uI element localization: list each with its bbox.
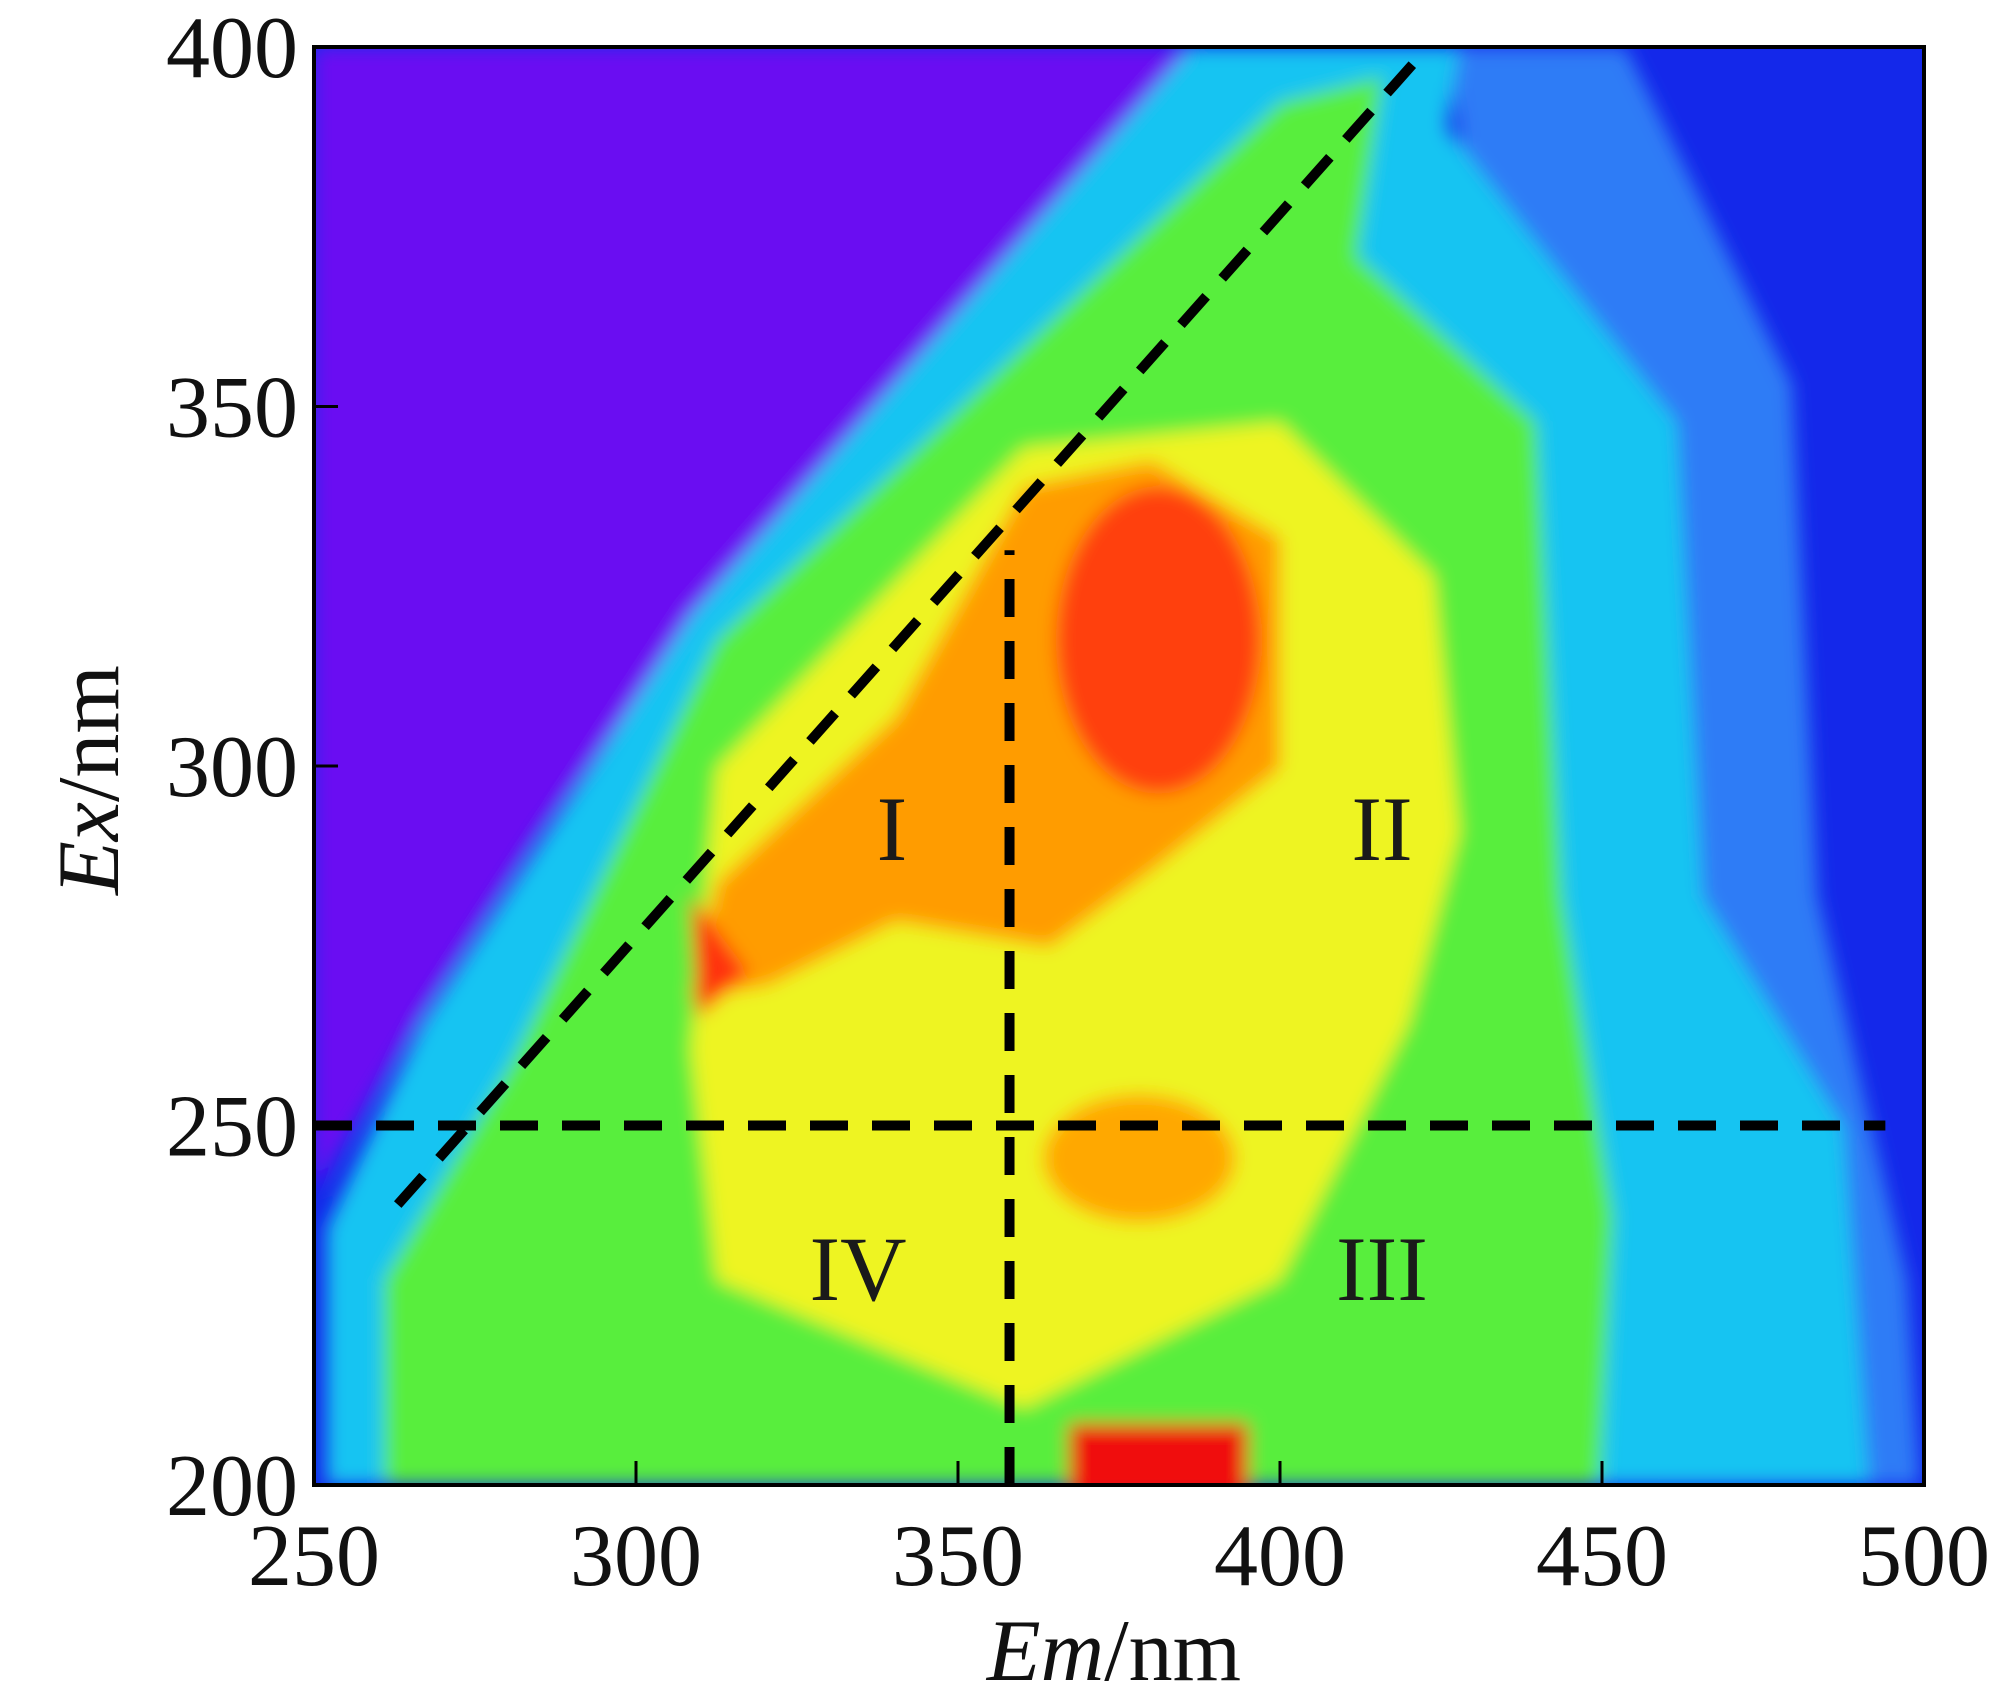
- x-tick-label: 500: [1858, 1508, 1990, 1605]
- region-label: I: [877, 778, 908, 880]
- x-tick-label: 250: [248, 1508, 380, 1605]
- contour-level: [313, 47, 1197, 1191]
- contour-level: [691, 896, 749, 1018]
- region-label: IV: [809, 1218, 906, 1320]
- y-axis-label: Ex/nm: [41, 665, 138, 897]
- x-tick-label: 350: [892, 1508, 1024, 1605]
- y-tick-label: 350: [166, 360, 298, 457]
- region-label: III: [1336, 1218, 1428, 1320]
- y-tick-label: 200: [166, 1438, 298, 1535]
- x-axis-label: Em/nm: [985, 1603, 1241, 1697]
- contour-level: [1043, 1094, 1236, 1223]
- region-label: II: [1351, 778, 1412, 880]
- dashed-line: [393, 50, 1426, 1208]
- y-tick-label: 300: [166, 719, 298, 816]
- y-tick-label: 250: [166, 1079, 298, 1176]
- contour-level: [1056, 486, 1261, 794]
- dashed-lines: [314, 50, 1886, 1485]
- x-tick-label: 400: [1214, 1508, 1346, 1605]
- y-tick-label: 400: [166, 0, 298, 97]
- x-tick-label: 450: [1536, 1508, 1668, 1605]
- contour-level: [1068, 1423, 1248, 1485]
- x-tick-label: 300: [570, 1508, 702, 1605]
- contour-fill: [313, 47, 1924, 1485]
